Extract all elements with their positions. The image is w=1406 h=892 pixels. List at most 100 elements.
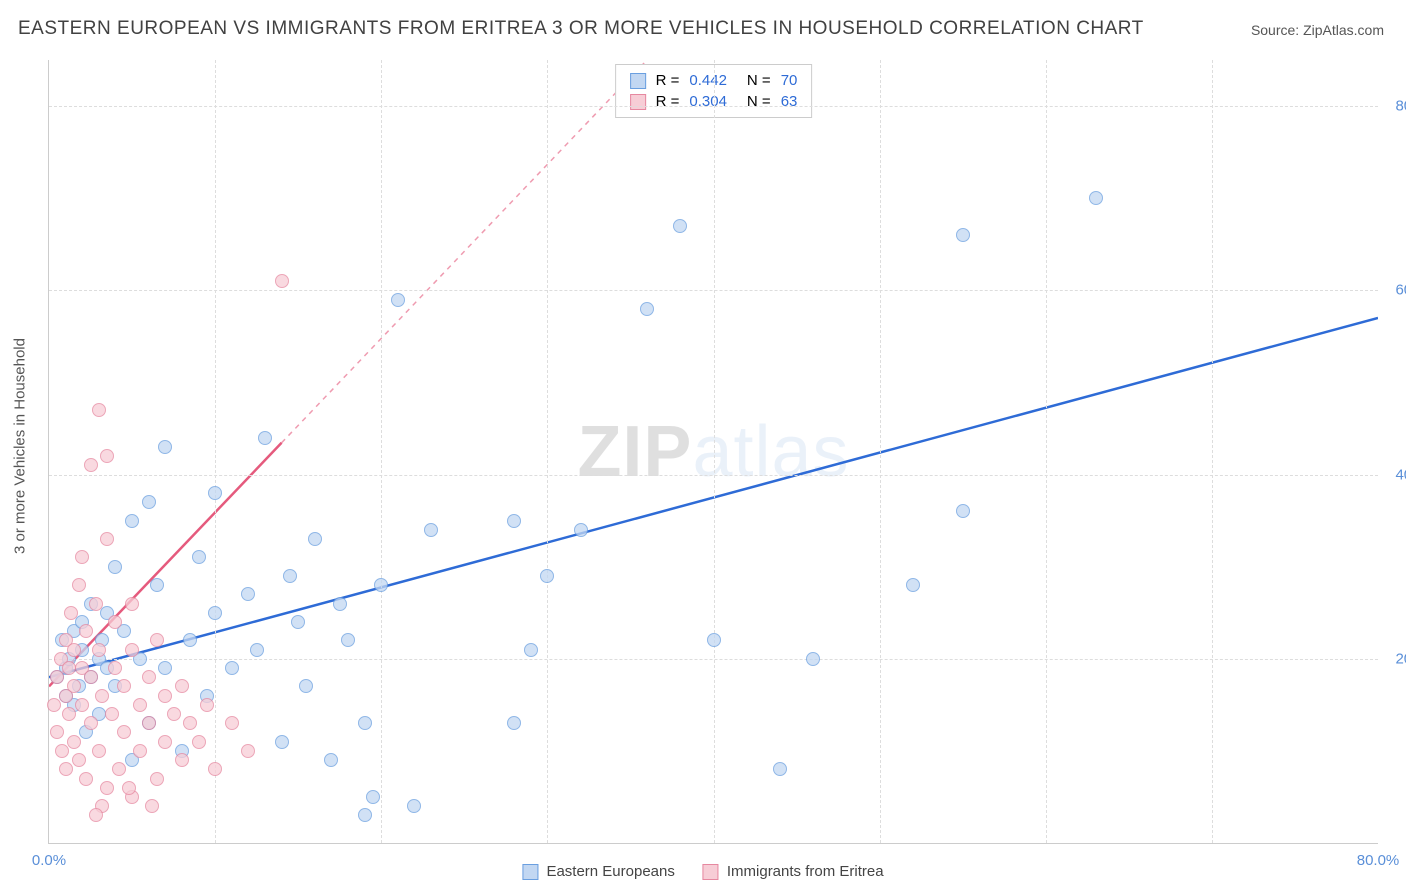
stat-r-label: R = [656,72,680,89]
data-point [324,753,338,767]
data-point [175,679,189,693]
data-point [192,735,206,749]
stat-r-value: 0.304 [689,93,727,110]
data-point [183,716,197,730]
data-point [275,735,289,749]
data-point [142,495,156,509]
data-point [75,550,89,564]
data-point [275,274,289,288]
data-point [62,707,76,721]
data-point [89,808,103,822]
data-point [105,707,119,721]
data-point [707,633,721,647]
data-point [125,514,139,528]
stat-r-label: R = [656,93,680,110]
data-point [117,725,131,739]
stat-n-value: 63 [781,93,798,110]
x-tick-label: 0.0% [32,852,66,869]
data-point [225,661,239,675]
data-point [150,633,164,647]
data-point [125,643,139,657]
scatter-plot: ZIPatlas R =0.442N =70R =0.304N =63 20.0… [48,60,1378,844]
stat-r-value: 0.442 [689,72,727,89]
swatch-icon [630,73,646,89]
data-point [200,698,214,712]
data-point [150,772,164,786]
data-point [95,689,109,703]
data-point [208,606,222,620]
data-point [1089,191,1103,205]
data-point [956,228,970,242]
stat-n-label: N = [747,72,771,89]
data-point [133,698,147,712]
data-point [158,440,172,454]
data-point [100,449,114,463]
data-point [62,661,76,675]
gridline-v [880,60,881,843]
data-point [291,615,305,629]
data-point [67,643,81,657]
data-point [574,523,588,537]
data-point [158,661,172,675]
data-point [108,615,122,629]
data-point [72,578,86,592]
data-point [92,643,106,657]
data-point [358,808,372,822]
data-point [79,624,93,638]
data-point [72,753,86,767]
data-point [133,744,147,758]
data-point [806,652,820,666]
data-point [308,532,322,546]
data-point [341,633,355,647]
legend-label: Immigrants from Eritrea [727,863,884,880]
data-point [145,799,159,813]
gridline-v [1046,60,1047,843]
data-point [424,523,438,537]
data-point [158,735,172,749]
source-label: Source: ZipAtlas.com [1251,22,1384,38]
data-point [50,725,64,739]
series-legend: Eastern Europeans Immigrants from Eritrea [522,863,883,880]
data-point [84,716,98,730]
stat-n-value: 70 [781,72,798,89]
data-point [175,753,189,767]
gridline-v [714,60,715,843]
legend-label: Eastern Europeans [546,863,674,880]
data-point [122,781,136,795]
data-point [250,643,264,657]
swatch-icon [522,864,538,880]
data-point [208,762,222,776]
data-point [92,744,106,758]
data-point [59,762,73,776]
data-point [125,597,139,611]
data-point [108,661,122,675]
swatch-icon [703,864,719,880]
data-point [299,679,313,693]
data-point [906,578,920,592]
data-point [773,762,787,776]
data-point [100,532,114,546]
data-point [956,504,970,518]
data-point [84,670,98,684]
data-point [142,716,156,730]
data-point [183,633,197,647]
data-point [55,744,69,758]
data-point [100,781,114,795]
swatch-icon [630,94,646,110]
data-point [64,606,78,620]
data-point [117,679,131,693]
data-point [142,670,156,684]
data-point [108,560,122,574]
data-point [225,716,239,730]
gridline-v [1212,60,1213,843]
data-point [673,219,687,233]
chart-title: EASTERN EUROPEAN VS IMMIGRANTS FROM ERIT… [18,18,1144,40]
data-point [507,716,521,730]
data-point [358,716,372,730]
data-point [366,790,380,804]
data-point [507,514,521,528]
data-point [67,735,81,749]
data-point [374,578,388,592]
legend-item: Immigrants from Eritrea [703,863,884,880]
y-tick-label: 80.0% [1383,98,1406,115]
